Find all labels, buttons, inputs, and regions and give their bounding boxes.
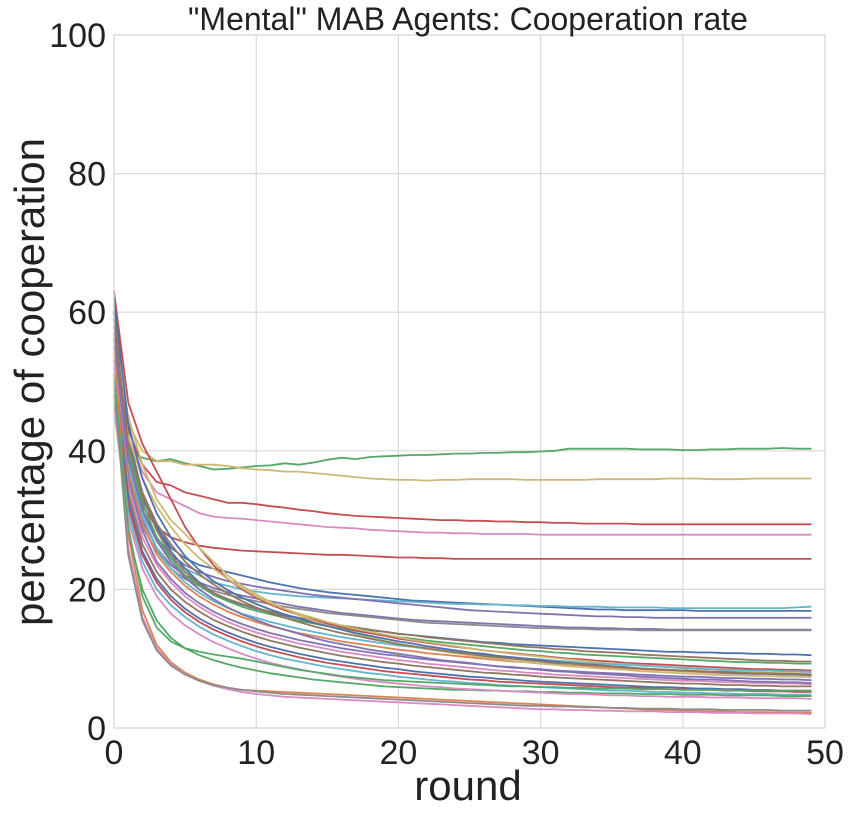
series-line-13 <box>113 318 812 665</box>
plot-frame <box>113 34 826 729</box>
series-line-2 <box>113 345 812 482</box>
series-line-31 <box>113 297 812 677</box>
series-line-5 <box>113 338 812 560</box>
series-line-8 <box>113 332 812 619</box>
series-line-3 <box>113 338 812 526</box>
series-line-22 <box>113 380 812 693</box>
series-line-24 <box>113 394 812 697</box>
series-line-21 <box>113 366 812 692</box>
series-line-16 <box>113 325 812 673</box>
series-line-30 <box>113 332 812 679</box>
series-line-32 <box>113 325 812 684</box>
series-line-25 <box>113 408 812 700</box>
y-tick-label: 40 <box>68 433 106 471</box>
series-line-6 <box>113 311 812 612</box>
series-line-19 <box>113 352 812 686</box>
series-line-29 <box>113 373 812 692</box>
y-tick-label: 60 <box>68 294 106 332</box>
x-tick-label: 20 <box>379 734 417 772</box>
x-tick-label: 50 <box>806 734 844 772</box>
y-tick-label: 0 <box>87 710 106 748</box>
tick-labels: 0 10 20 30 40 50 0 20 40 60 80 100 <box>49 17 844 772</box>
series-line-1 <box>113 352 812 471</box>
series-line-20 <box>113 359 812 688</box>
x-tick-label: 30 <box>522 734 560 772</box>
y-tick-label: 80 <box>68 156 106 194</box>
series-lines <box>113 290 812 715</box>
y-tick-label: 100 <box>49 17 106 55</box>
y-tick-label: 20 <box>68 571 106 609</box>
x-axis-label: round <box>414 762 521 809</box>
x-tick-label: 10 <box>237 734 275 772</box>
chart-title: "Mental" MAB Agents: Cooperation rate <box>188 1 748 37</box>
series-line-27 <box>113 366 812 715</box>
x-tick-label: 40 <box>664 734 702 772</box>
series-line-7 <box>113 325 812 609</box>
series-line-12 <box>113 304 812 663</box>
x-tick-label: 0 <box>105 734 124 772</box>
series-line-33 <box>113 318 812 676</box>
y-axis-label: percentage of cooperation <box>6 138 53 626</box>
series-line-23 <box>113 387 812 696</box>
series-line-28 <box>113 380 812 712</box>
series-line-4 <box>113 345 812 536</box>
